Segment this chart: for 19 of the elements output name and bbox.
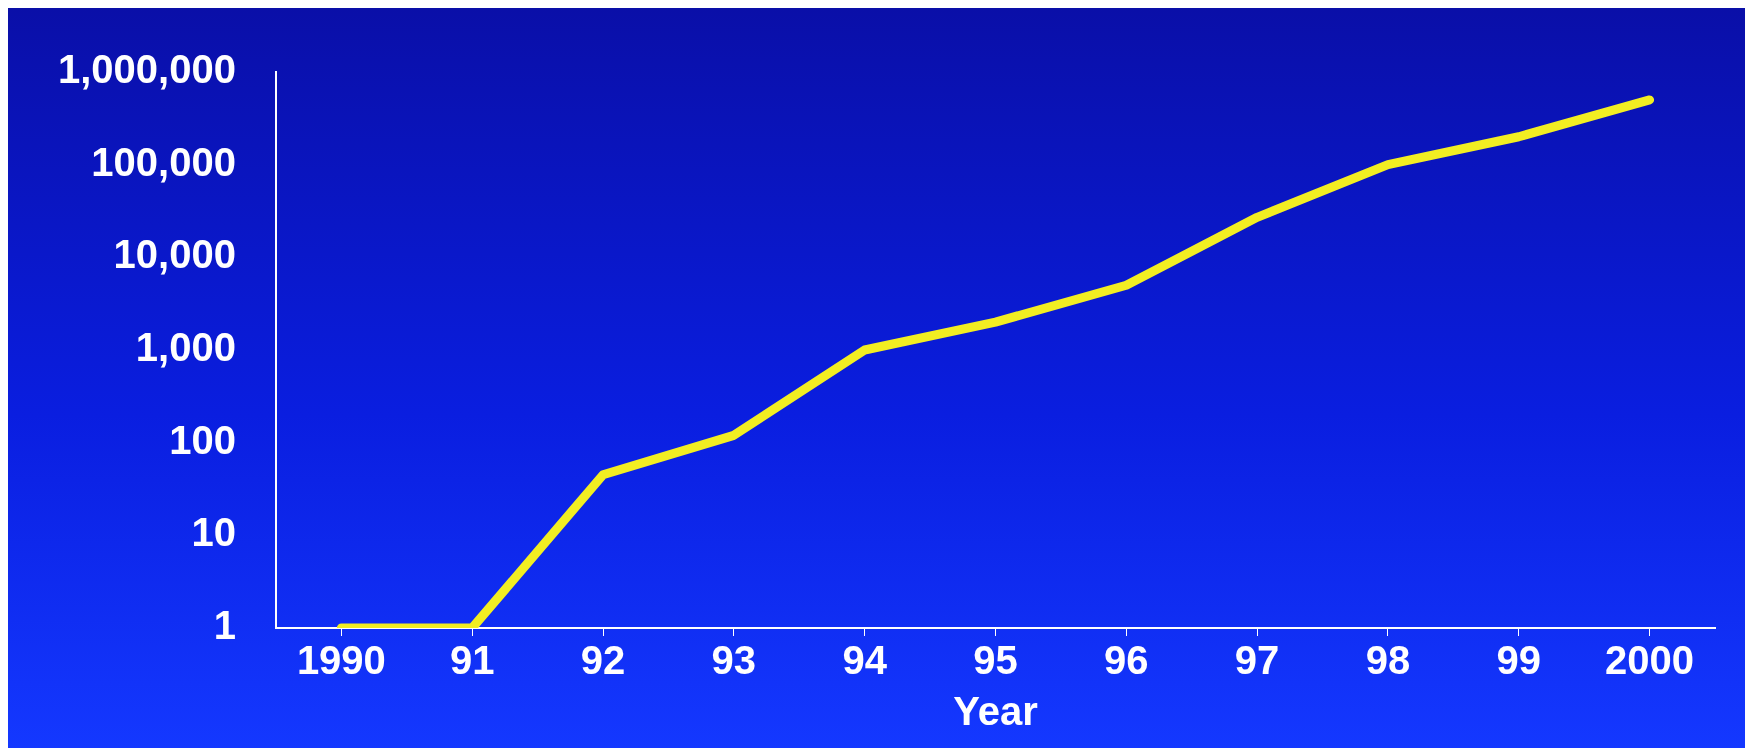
- x-tick-label: 95: [973, 638, 1018, 683]
- x-tick-label: 91: [449, 638, 495, 683]
- x-tick-label: 92: [580, 638, 626, 683]
- x-tick-label: 99: [1496, 638, 1542, 683]
- y-tick-label: 10: [191, 510, 236, 555]
- y-tick-label: 100: [169, 417, 236, 462]
- x-tick-label: 96: [1104, 638, 1149, 683]
- x-tick-label: 2000: [1605, 638, 1695, 683]
- y-tick-label: 10,000: [113, 232, 236, 277]
- y-tick-label: 100,000: [91, 139, 236, 184]
- y-tick-label: 1,000: [135, 325, 236, 370]
- y-tick-label: 1: [213, 603, 236, 648]
- x-tick-label: 94: [842, 638, 888, 683]
- x-tick-label: 1990: [296, 638, 386, 683]
- x-tick-label: 98: [1365, 638, 1411, 683]
- x-axis-title: Year: [953, 689, 1038, 734]
- x-tick-label: 93: [711, 638, 757, 683]
- x-tick-label: 97: [1234, 638, 1280, 683]
- y-tick-label: 1,000,000: [58, 47, 236, 92]
